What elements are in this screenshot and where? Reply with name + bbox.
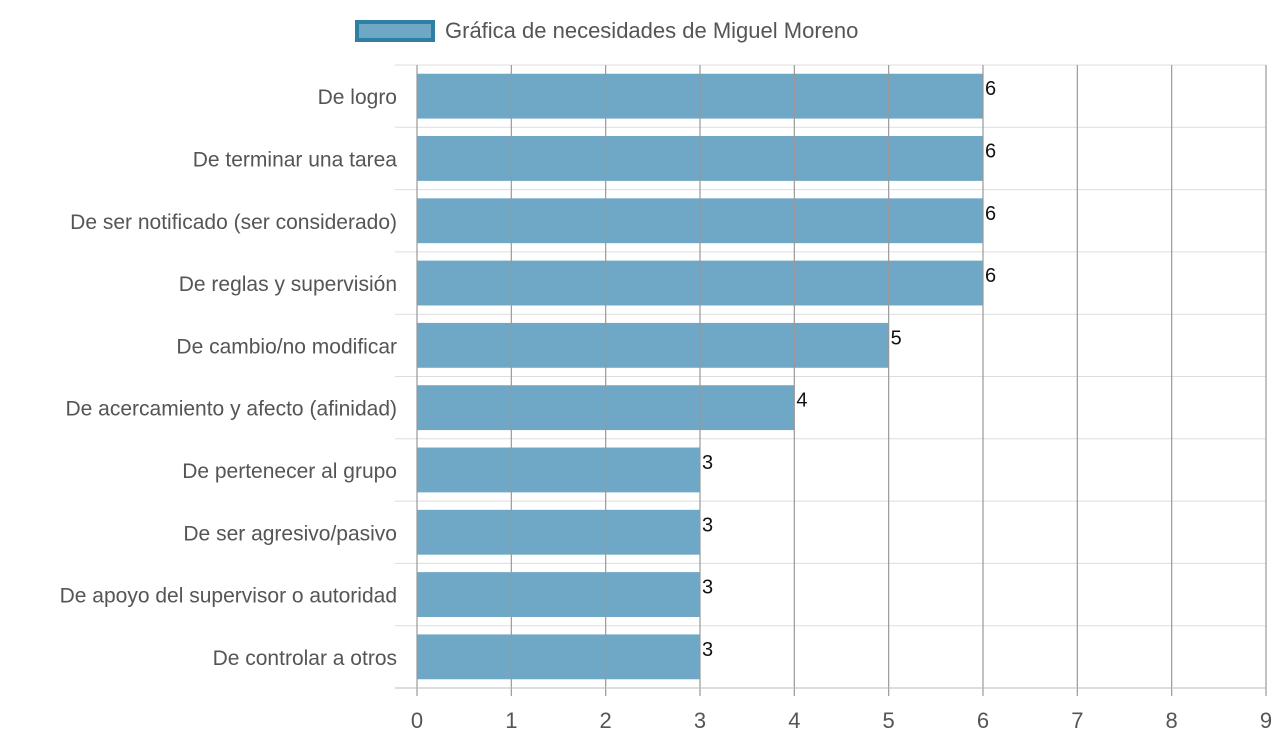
category-label: De ser notificado (ser considerado) [70,211,397,234]
bar[interactable] [417,447,700,493]
x-tick-label: 6 [977,708,989,733]
category-label: De ser agresivo/pasivo [183,522,397,545]
x-tick-label: 3 [694,708,706,733]
category-label: De pertenecer al grupo [182,460,397,483]
category-label: De reglas y supervisión [179,273,397,296]
data-label: 5 [891,327,902,349]
data-label: 3 [702,639,713,661]
category-label: De acercamiento y afecto (afinidad) [66,398,398,421]
bar[interactable] [417,572,700,617]
data-label: 6 [985,265,996,287]
category-label: De apoyo del supervisor o autoridad [60,585,397,608]
x-tick-label: 8 [1166,708,1178,733]
data-label: 3 [702,577,713,599]
bar[interactable] [417,322,889,368]
legend-swatch [355,20,435,42]
legend-label: Gráfica de necesidades de Miguel Moreno [445,18,859,43]
data-label: 4 [796,390,807,412]
data-label: 3 [702,452,713,474]
data-label: 6 [985,78,996,100]
x-tick-label: 4 [788,708,800,733]
data-label: 6 [985,140,996,162]
x-tick-label: 2 [600,708,612,733]
category-label: De terminar una tarea [193,148,398,171]
x-tick-label: 0 [411,708,423,733]
data-label: 6 [985,203,996,225]
x-tick-label: 5 [883,708,895,733]
category-label: De cambio/no modificar [176,335,397,358]
x-tick-label: 1 [505,708,517,733]
category-label: De logro [318,86,397,109]
data-label: 3 [702,514,713,536]
category-label: De controlar a otros [213,647,397,670]
bar[interactable] [417,509,700,555]
bar[interactable] [417,634,700,680]
x-tick-label: 9 [1260,708,1272,733]
chart-legend[interactable]: Gráfica de necesidades de Miguel Moreno [355,16,858,46]
x-tick-label: 7 [1071,708,1083,733]
